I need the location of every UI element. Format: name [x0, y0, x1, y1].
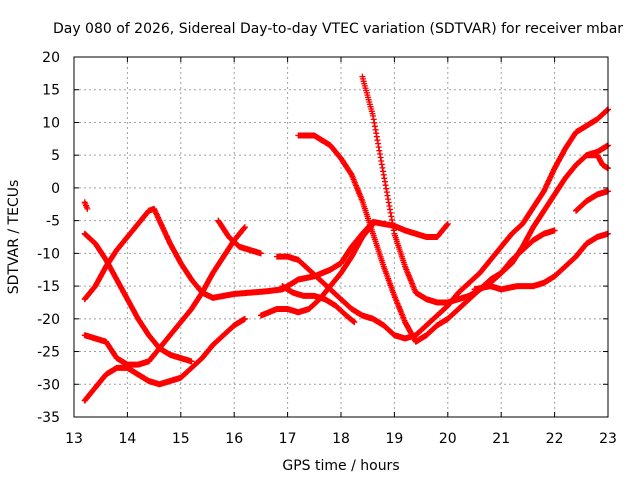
x-tick-label: 22 [546, 431, 564, 447]
y-tick-label: 15 [42, 83, 60, 99]
series-s6 [215, 217, 264, 257]
x-tick-label: 20 [439, 431, 457, 447]
y-tick-label: -15 [37, 279, 60, 295]
y-axis-ticks: -35 -30 -25 -20 -15 -10 -5 0 5 10 15 20 [37, 50, 608, 426]
y-tick-label: 0 [51, 181, 60, 197]
series-marks [573, 188, 611, 214]
chart-title: Day 080 of 2026, Sidereal Day-to-day VTE… [53, 21, 623, 37]
y-tick-label: -5 [46, 214, 60, 230]
series-marks [471, 230, 611, 293]
x-axis-label: GPS time / hours [282, 458, 399, 474]
x-tick-label: 18 [332, 431, 350, 447]
series-marks [215, 217, 264, 257]
series-marks [81, 224, 248, 368]
series-marks [583, 152, 611, 172]
y-tick-label: -30 [37, 377, 60, 393]
y-tick-label: 20 [42, 50, 60, 66]
series-s11 [359, 73, 611, 306]
y-axis-label: SDTVAR / TECUs [6, 180, 22, 295]
series-marks [359, 73, 611, 306]
series-s7 [257, 220, 377, 319]
series-s13 [573, 188, 611, 214]
x-tick-label: 19 [385, 431, 403, 447]
series-s4 [81, 224, 248, 368]
series-s12 [471, 230, 611, 293]
x-tick-label: 14 [118, 431, 136, 447]
series-marks [257, 220, 377, 319]
y-tick-label: -25 [37, 345, 60, 361]
y-tick-label: 5 [51, 148, 60, 164]
y-tick-label: -35 [37, 410, 60, 426]
x-tick-label: 23 [599, 431, 617, 447]
y-tick-label: -10 [37, 246, 60, 262]
x-tick-label: 13 [65, 431, 83, 447]
x-tick-label: 16 [225, 431, 243, 447]
series-s9 [279, 283, 358, 326]
series-marks [81, 315, 248, 404]
y-tick-label: -20 [37, 312, 60, 328]
x-tick-label: 17 [279, 431, 297, 447]
series-s8 [273, 106, 611, 342]
data-marks [81, 73, 611, 404]
series-s1 [81, 199, 91, 212]
series-marks [273, 106, 611, 342]
plot-frame [73, 56, 609, 418]
series-marks [81, 199, 91, 212]
x-tick-label: 15 [172, 431, 190, 447]
series-s14 [583, 152, 611, 172]
x-axis-ticks: 13 14 15 16 17 18 19 20 21 22 23 [65, 57, 617, 447]
series-s5 [81, 315, 248, 404]
x-tick-label: 21 [492, 431, 510, 447]
series-marks [279, 283, 358, 326]
y-tick-label: 10 [42, 115, 60, 131]
